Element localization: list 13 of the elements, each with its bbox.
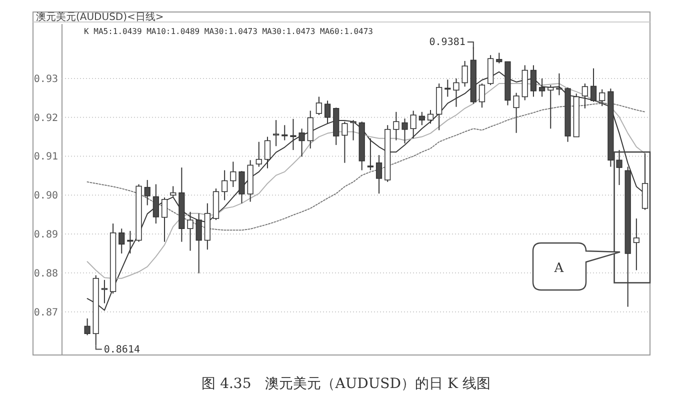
annotation: A — [553, 261, 564, 276]
annotation: 0.8614 — [104, 344, 140, 356]
y-tick-label: 0.93 — [34, 74, 58, 85]
y-tick-label: 0.89 — [34, 230, 58, 241]
chart-title: 澳元美元(AUDUSD)<日线> — [36, 11, 164, 23]
caption: 图 4.35 澳元美元（AUDUSD）的日 K 线图 — [202, 376, 490, 392]
y-tick-label: 0.88 — [34, 268, 58, 280]
annotation: 0.9381 — [429, 36, 466, 48]
y-tick-label: 0.90 — [34, 190, 58, 202]
annotation: K MA5:1.0439 MA10:1.0489 MA30:1.0473 MA30:1.0473 MA60:1.0473 — [84, 27, 374, 36]
y-tick-label: 0.91 — [34, 152, 58, 163]
y-tick-label: 0.92 — [34, 112, 58, 124]
y-tick-label: 0.87 — [34, 307, 58, 318]
